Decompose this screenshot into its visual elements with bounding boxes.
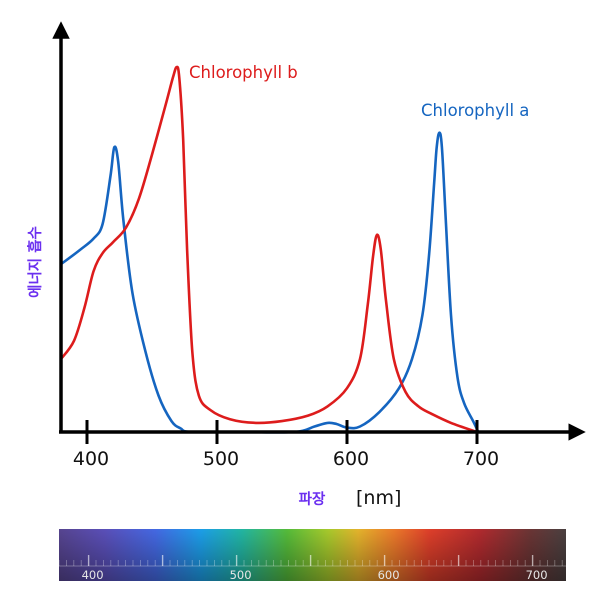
x-axis-ticks: 400 500 600 700 [73, 420, 499, 470]
spectrum-shading [59, 529, 566, 581]
spectrum-label-600: 600 [378, 568, 400, 582]
chlorophyll-a-curve [60, 131, 480, 434]
spectrum-label-700: 700 [526, 568, 548, 582]
x-axis-title: 파장 [299, 490, 326, 508]
visible-spectrum-bar: 400 500 600 700 [58, 529, 566, 582]
x-tick-label-400: 400 [73, 448, 109, 470]
x-tick-label-500: 500 [203, 448, 239, 470]
chlorophyll-a-label: Chlorophyll a [421, 101, 529, 120]
spectrum-ruler: 400 500 600 700 [58, 555, 566, 582]
y-axis-title: 에너지 흡수 [26, 226, 44, 298]
x-tick-label-600: 600 [333, 448, 369, 470]
x-axis-unit: [nm] [356, 487, 401, 509]
chlorophyll-b-label: Chlorophyll b [189, 63, 298, 82]
chlorophyll-b-curve [59, 65, 478, 434]
spectrum-label-500: 500 [230, 568, 252, 582]
spectrum-label-400: 400 [82, 568, 104, 582]
x-tick-label-700: 700 [463, 448, 499, 470]
